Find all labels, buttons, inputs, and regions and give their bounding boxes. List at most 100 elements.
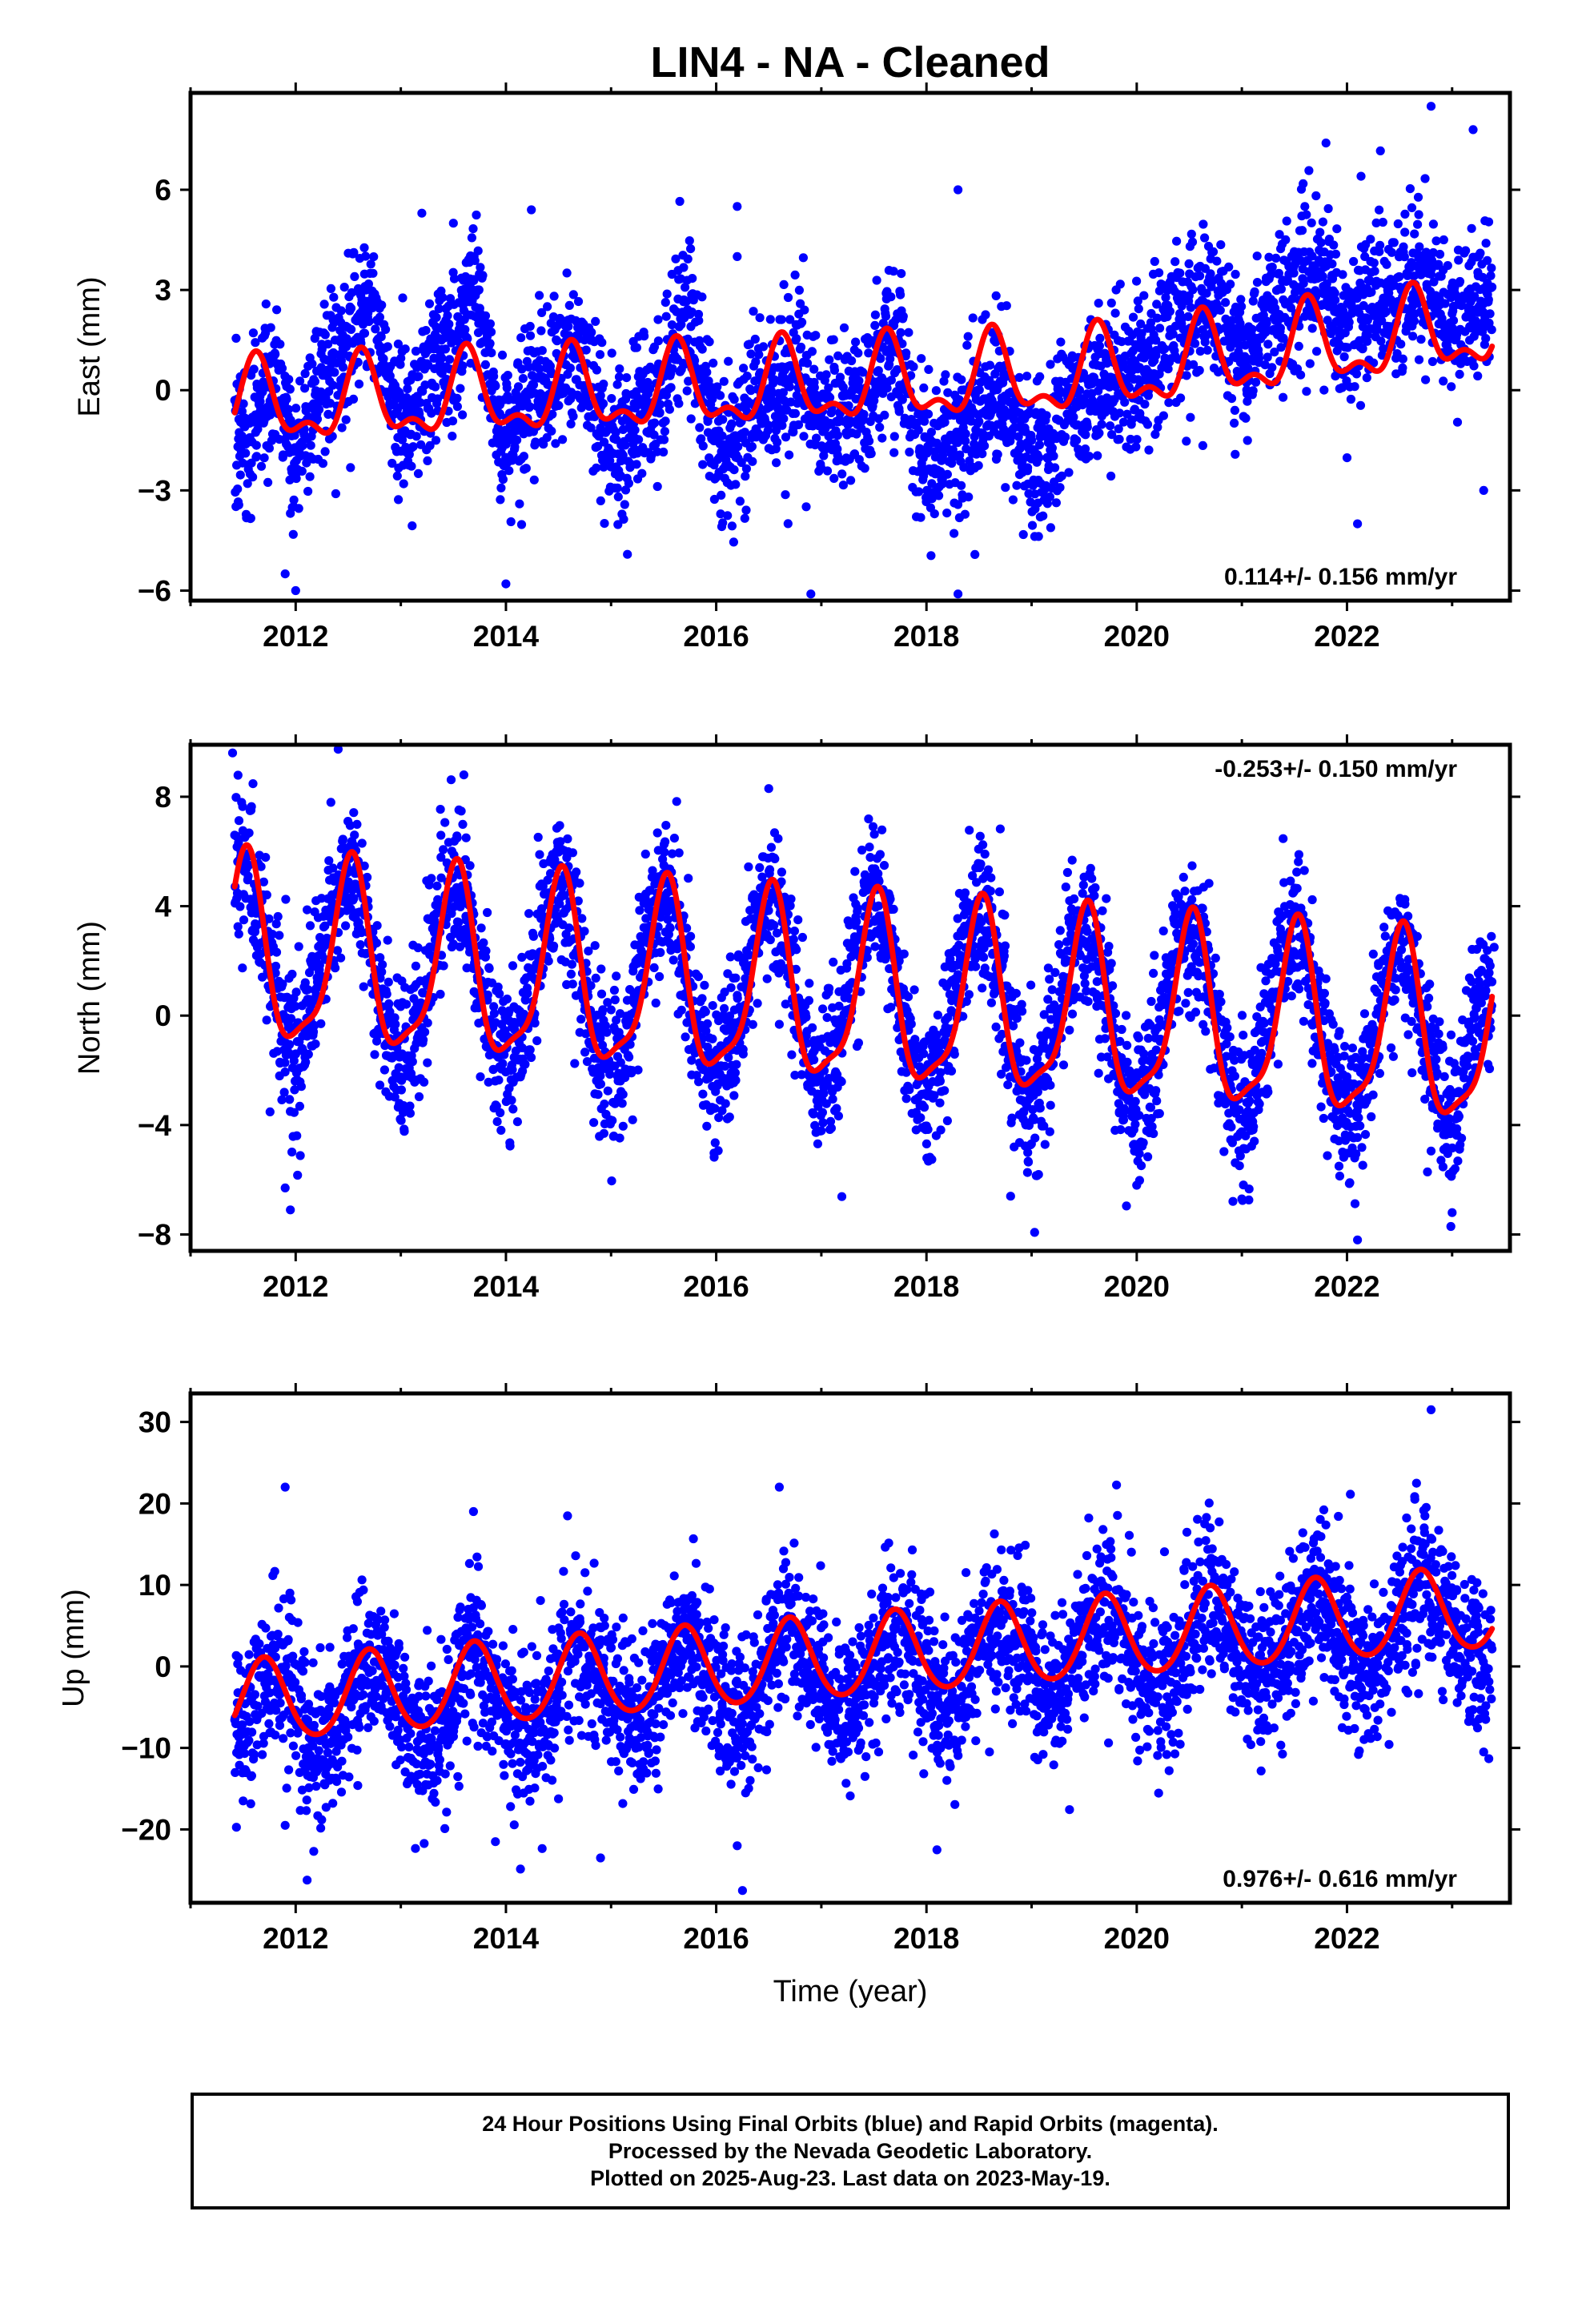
east-point xyxy=(1150,256,1159,267)
east-y-tick-label: 0 xyxy=(155,374,171,407)
east-point xyxy=(1111,382,1121,392)
east-point xyxy=(821,370,831,380)
east-point xyxy=(1114,424,1123,434)
east-point xyxy=(697,434,706,444)
east-point xyxy=(506,517,516,527)
east-point xyxy=(1235,319,1245,328)
east-point xyxy=(675,196,685,207)
east-point xyxy=(936,467,946,476)
east-point xyxy=(783,519,793,529)
east-point xyxy=(991,291,1001,300)
east-point xyxy=(1095,333,1105,343)
north-point xyxy=(610,995,620,1005)
east-point xyxy=(942,469,952,479)
east-point xyxy=(1473,371,1483,381)
east-point xyxy=(326,283,335,293)
east-point xyxy=(909,362,918,372)
north-point xyxy=(338,834,347,844)
east-point xyxy=(634,435,644,444)
east-point xyxy=(892,365,902,375)
north-point xyxy=(489,1008,500,1019)
east-point xyxy=(607,348,616,358)
east-point xyxy=(1469,361,1479,371)
east-point xyxy=(361,251,371,261)
east-point xyxy=(1107,430,1117,440)
north-point xyxy=(452,833,462,842)
north-point xyxy=(596,1071,605,1080)
north-point xyxy=(572,867,581,877)
east-point xyxy=(527,205,536,215)
east-point xyxy=(876,354,885,364)
east-point xyxy=(1421,375,1431,384)
north-point xyxy=(596,1080,606,1089)
east-point xyxy=(1206,269,1215,279)
east-point xyxy=(241,448,251,458)
east-data-points xyxy=(230,102,1497,599)
east-point xyxy=(978,449,987,459)
east-point xyxy=(679,263,689,272)
east-point xyxy=(528,380,539,390)
north-point xyxy=(617,1099,627,1108)
north-point xyxy=(432,881,442,891)
east-point xyxy=(568,290,578,300)
east-point xyxy=(1243,436,1252,445)
east-point xyxy=(800,305,809,315)
east-outlier-point xyxy=(733,251,742,261)
north-point xyxy=(458,819,468,829)
east-point xyxy=(1023,463,1033,472)
north-point xyxy=(508,1104,518,1114)
north-point xyxy=(533,832,543,842)
north-point xyxy=(496,1108,505,1118)
east-point xyxy=(926,551,936,561)
north-point xyxy=(600,1100,609,1109)
east-outlier-point xyxy=(280,569,290,579)
north-point xyxy=(391,1019,400,1029)
east-point xyxy=(1415,242,1424,251)
east-point xyxy=(777,420,787,430)
east-point xyxy=(838,383,848,392)
east-point xyxy=(521,464,531,473)
north-point xyxy=(446,775,456,785)
north-point xyxy=(280,1058,290,1068)
east-point xyxy=(1184,259,1194,268)
north-point xyxy=(528,931,539,941)
east-point xyxy=(1409,316,1419,326)
east-point xyxy=(312,414,323,424)
east-point xyxy=(1118,417,1129,427)
east-point xyxy=(964,493,974,502)
east-point xyxy=(1318,271,1327,281)
north-point xyxy=(357,838,367,848)
east-point xyxy=(661,298,670,308)
east-point xyxy=(985,360,995,370)
east-point xyxy=(396,353,406,363)
north-point xyxy=(593,1090,603,1100)
east-point xyxy=(1106,298,1116,308)
east-point xyxy=(901,348,911,358)
east-point xyxy=(1488,282,1497,292)
north-point xyxy=(440,818,450,827)
east-point xyxy=(779,279,789,289)
east-point xyxy=(737,458,746,468)
east-point xyxy=(677,320,686,329)
east-point xyxy=(913,425,923,435)
east-point xyxy=(485,319,496,328)
east-point xyxy=(502,383,512,392)
east-point xyxy=(1428,219,1438,229)
east-point xyxy=(695,423,705,432)
east-point xyxy=(1243,396,1252,406)
east-point xyxy=(897,269,906,279)
east-point xyxy=(320,447,330,456)
east-point xyxy=(1074,385,1084,395)
east-point xyxy=(1369,258,1379,267)
east-point xyxy=(802,359,813,368)
east-x-tick-label: 2012 xyxy=(263,620,328,653)
east-point xyxy=(1168,329,1178,339)
east-point xyxy=(705,337,714,347)
north-point xyxy=(271,947,282,957)
east-point xyxy=(385,371,395,380)
east-point xyxy=(847,356,857,366)
north-point xyxy=(576,1015,586,1024)
east-point xyxy=(970,549,980,560)
east-point xyxy=(1050,463,1060,472)
north-point xyxy=(382,989,391,999)
